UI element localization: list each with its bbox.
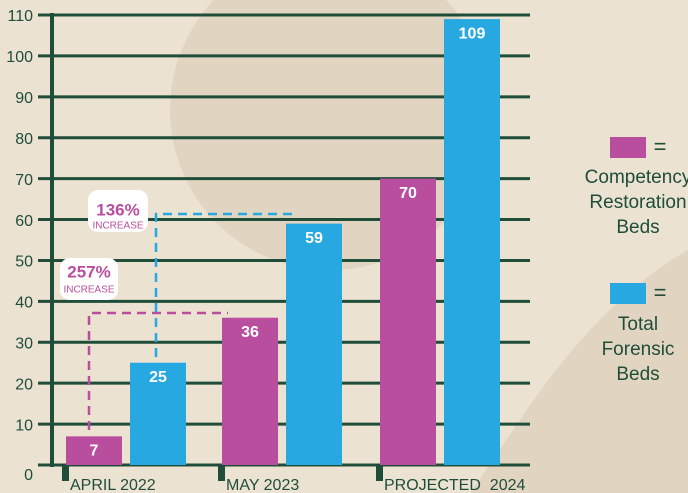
y-tick-label: 30 xyxy=(15,335,33,352)
y-tick-label: 10 xyxy=(15,417,33,434)
x-tick-label: MAY 2023 xyxy=(226,477,299,493)
bar xyxy=(380,178,436,466)
annotation-box xyxy=(60,258,118,300)
value-label: 109 xyxy=(459,25,486,42)
increase-connector xyxy=(87,311,228,430)
value-label: 25 xyxy=(149,369,167,386)
y-tick-label: 100 xyxy=(6,49,33,66)
legend-equals: = xyxy=(654,280,667,305)
bar xyxy=(66,436,122,465)
x-tick xyxy=(376,465,383,481)
annotation-percent: 257% xyxy=(67,262,110,281)
value-label: 36 xyxy=(241,324,259,341)
legend-label: Competency Restoration Beds xyxy=(584,167,688,238)
value-label: 59 xyxy=(305,230,323,247)
x-tick xyxy=(62,465,69,481)
bar xyxy=(222,317,278,465)
annotation-box xyxy=(88,190,148,232)
y-tick-label: 20 xyxy=(15,376,33,393)
y-tick-label: 90 xyxy=(15,90,33,107)
bar xyxy=(444,19,500,465)
y-tick-label: 50 xyxy=(15,254,33,271)
legend-label: Total Forensic Beds xyxy=(601,314,675,385)
value-label: 70 xyxy=(399,185,417,202)
y-tick-label: 80 xyxy=(15,131,33,148)
annotation-label: INCREASE xyxy=(63,285,114,296)
increase-connector xyxy=(154,212,297,357)
bar xyxy=(286,223,342,465)
legend-swatch xyxy=(610,283,646,304)
annotation-percent: 136% xyxy=(96,200,139,219)
annotation-label: INCREASE xyxy=(92,221,143,232)
y-tick-label: 70 xyxy=(15,172,33,189)
legend-swatch xyxy=(610,137,646,158)
x-tick-label: PROJECTED 2024 xyxy=(384,477,525,493)
y-tick-label: 110 xyxy=(7,8,33,25)
y-tick-label: 40 xyxy=(15,295,33,312)
legend-equals: = xyxy=(654,134,667,159)
marks: 7 25 36 59 70 109 xyxy=(66,19,646,466)
y-tick-label: 0 xyxy=(24,467,33,484)
bar xyxy=(130,362,186,465)
x-tick xyxy=(218,465,225,481)
x-tick-label: APRIL 2022 xyxy=(70,477,156,493)
background-shape xyxy=(470,250,688,493)
value-label: 7 xyxy=(90,443,99,460)
y-tick-label: 60 xyxy=(15,213,33,230)
